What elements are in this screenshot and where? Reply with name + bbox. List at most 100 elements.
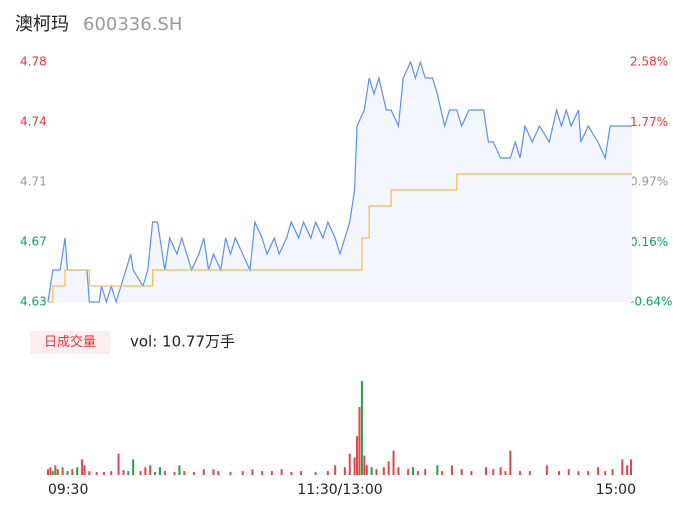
volume-bar <box>251 469 254 475</box>
volume-bar <box>76 467 79 475</box>
volume-bar <box>88 471 91 475</box>
volume-bar <box>504 471 507 475</box>
volume-bar <box>241 471 244 475</box>
y2-tick-label: 0.97% <box>630 175 668 189</box>
y2-tick-label: 2.58% <box>630 55 668 69</box>
volume-legend: 日成交量 <box>44 334 96 350</box>
volume-bar <box>509 450 512 475</box>
volume-bar <box>212 469 215 475</box>
volume-bar <box>229 472 232 475</box>
volume-bar <box>407 469 410 475</box>
y2-tick-label: 0.16% <box>630 235 668 249</box>
volume-bar <box>193 472 195 475</box>
volume-bar <box>358 407 361 475</box>
volume-bar <box>158 467 161 475</box>
volume-bar <box>183 471 186 475</box>
volume-bar <box>392 450 395 475</box>
volume-bar <box>202 469 205 475</box>
volume-bar <box>343 467 346 475</box>
volume-bar <box>132 459 135 475</box>
volume-bar <box>611 469 614 475</box>
volume-bar <box>360 380 363 475</box>
volume-bar <box>375 469 378 475</box>
volume-bar <box>577 471 580 475</box>
volume-bar <box>397 467 400 475</box>
volume-bar <box>450 465 453 475</box>
volume-bar <box>95 472 98 475</box>
volume-bar <box>492 469 495 475</box>
volume-legend-box <box>30 331 110 354</box>
volume-bar <box>348 453 351 475</box>
stock-code: 600336.SH <box>83 14 182 35</box>
volume-bar <box>81 459 84 475</box>
volume-bar <box>139 471 142 475</box>
volume-bar <box>436 465 439 475</box>
volume-bar <box>326 471 329 475</box>
volume-bar <box>558 471 560 475</box>
volume-bar <box>519 471 522 475</box>
volume-bar <box>300 471 303 475</box>
volume-bar <box>485 467 487 475</box>
volume-bar <box>545 465 548 475</box>
y-tick-label: 4.78 <box>20 55 47 69</box>
x-tick-label: 09:30 <box>48 482 88 498</box>
y-tick-label: 4.63 <box>20 295 47 309</box>
volume-bar <box>49 467 52 475</box>
volume-bar <box>356 436 359 475</box>
volume-bar <box>314 472 317 475</box>
y2-tick-label: 1.77% <box>630 115 668 129</box>
volume-bar <box>110 471 113 475</box>
volume-bar <box>424 469 427 475</box>
volume-bar <box>71 469 74 475</box>
volume-bar <box>416 471 419 475</box>
volume-bar <box>56 469 59 475</box>
volume-bar <box>117 453 120 475</box>
volume-bar <box>567 469 570 475</box>
volume-bar <box>499 467 502 475</box>
volume-bar <box>47 469 49 475</box>
y-tick-label: 4.71 <box>20 175 47 189</box>
stock-name: 澳柯玛 <box>15 14 69 35</box>
volume-bar <box>261 471 264 475</box>
volume-bar <box>630 459 632 475</box>
volume-bar <box>163 471 166 475</box>
y2-tick-label: -0.64% <box>630 295 672 309</box>
volume-bar <box>102 472 105 475</box>
average-line <box>48 173 632 303</box>
volume-summary: vol: 10.77万手 <box>130 333 235 351</box>
volume-bar <box>154 472 157 475</box>
volume-bar <box>127 471 130 475</box>
volume-bar <box>460 469 463 475</box>
volume-bar <box>412 467 414 475</box>
volume-bar <box>596 467 599 475</box>
volume-bar <box>217 471 220 475</box>
volume-bar <box>626 465 629 475</box>
price-line <box>47 59 632 305</box>
volume-bar <box>528 471 531 475</box>
volume-bar <box>470 471 473 475</box>
price-area <box>48 62 632 302</box>
volume-bar <box>144 467 147 475</box>
volume-bar <box>270 471 273 475</box>
volume-bar <box>290 472 293 475</box>
volume-bar <box>441 471 444 475</box>
volume-bar <box>51 471 54 475</box>
x-tick-label: 11:30/13:00 <box>297 482 382 498</box>
volume-bar <box>149 465 152 475</box>
volume-bar <box>604 471 607 475</box>
volume-bar <box>61 467 64 475</box>
volume-bar <box>387 461 390 475</box>
volume-bar <box>353 457 356 475</box>
volume-bar <box>334 465 337 475</box>
y-tick-label: 4.67 <box>20 235 47 249</box>
volume-bar <box>54 465 57 475</box>
y-tick-label: 4.74 <box>20 115 47 129</box>
volume-bar <box>365 465 368 475</box>
volume-bar <box>280 469 283 475</box>
volume-bar <box>178 465 181 475</box>
volume-bar <box>363 455 366 475</box>
volume-bar <box>370 467 373 475</box>
volume-bar <box>587 471 590 475</box>
x-tick-label: 15:00 <box>596 482 636 498</box>
